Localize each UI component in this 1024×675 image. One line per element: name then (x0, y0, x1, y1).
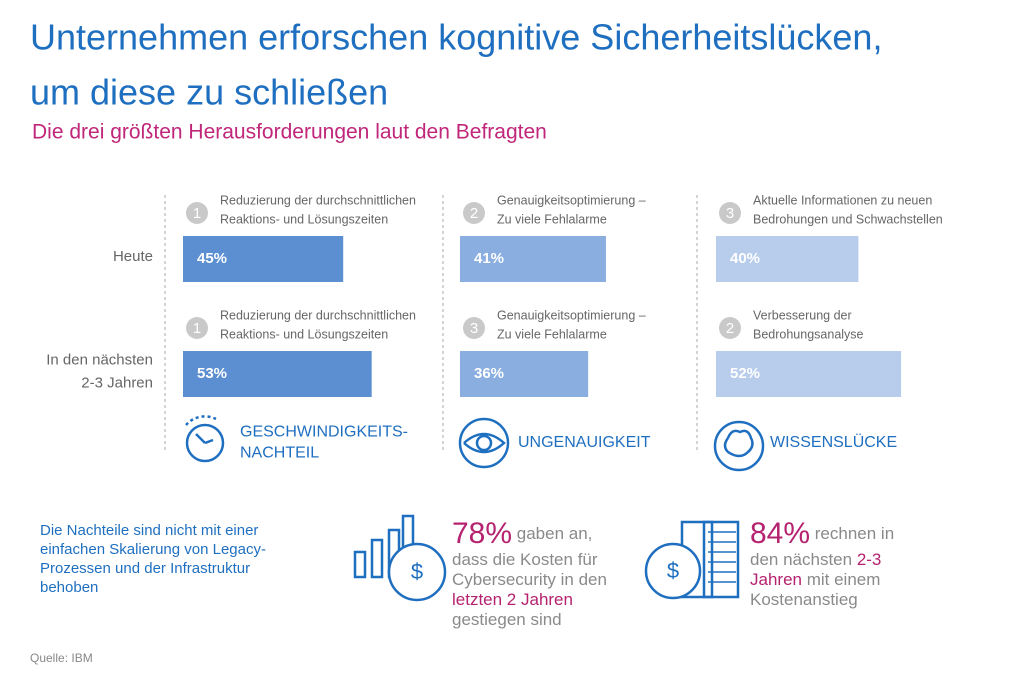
stat-segment: 78% (452, 517, 512, 550)
subtitle: Die drei größten Herausforderungen laut … (32, 121, 547, 144)
rank-number: 2 (726, 320, 734, 337)
bar (716, 351, 902, 397)
rank-number: 3 (726, 205, 734, 222)
category-label: UNGENAUIGKEIT (518, 434, 651, 451)
item-label: Reaktions- und Lösungszeiten (220, 327, 388, 341)
rank-number: 1 (193, 205, 201, 222)
title: um diese zu schließen (30, 72, 388, 113)
bar-label: 52% (730, 365, 760, 382)
rank-badge (719, 202, 741, 224)
item-label: Bedrohungen und Schwachstellen (753, 212, 943, 226)
bar-label: 36% (474, 365, 504, 382)
source: Quelle: IBM (30, 651, 93, 665)
stat-segment: 84% (750, 517, 810, 550)
item-label: Reaktions- und Lösungszeiten (220, 212, 388, 226)
bar (183, 351, 372, 397)
note: Die Nachteile sind nicht mit einer (40, 522, 258, 539)
stat-segment: gaben an, (512, 524, 592, 543)
stat-line: letzten 2 Jahren (452, 590, 573, 609)
icon-bars (353, 514, 447, 602)
title: Unternehmen erforschen kognitive Sicherh… (30, 17, 882, 58)
stat-segment: rechnen in (810, 524, 894, 543)
item-label: Genauigkeitsoptimierung – (497, 308, 646, 322)
rank-number: 2 (470, 205, 478, 222)
category-label: WISSENSLÜCKE (770, 433, 897, 451)
stat-segment: dass die Kosten für (452, 550, 598, 569)
stat-segment: Cybersecurity in den (452, 570, 607, 589)
note: behoben (40, 579, 98, 596)
stat-line: den nächsten 2-3 (750, 550, 881, 569)
bar (460, 236, 606, 282)
stat-segment: Jahren (750, 570, 802, 589)
bar (460, 351, 589, 397)
stat-line: gestiegen sind (452, 610, 562, 629)
bar-label: 45% (197, 250, 227, 267)
icon-clock (185, 415, 225, 463)
row-label: Heute (113, 248, 153, 265)
bar-label: 41% (474, 250, 504, 267)
item-label: Genauigkeitsoptimierung – (497, 193, 646, 207)
stat-segment: den nächsten (750, 550, 857, 569)
rank-number: 1 (193, 320, 201, 337)
row-label: 2-3 Jahren (81, 374, 153, 391)
stat-line: 84% rechnen in (750, 517, 894, 550)
item-label: Aktuelle Informationen zu neuen (753, 193, 932, 207)
stat-segment: letzten 2 Jahren (452, 590, 573, 609)
stat-segment: Kostenanstieg (750, 590, 858, 609)
stat-line: dass die Kosten für (452, 550, 598, 569)
item-label: Zu viele Fehlalarme (497, 327, 607, 341)
item-label: Bedrohungsanalyse (753, 327, 864, 341)
stat-line: 78% gaben an, (452, 517, 592, 550)
stat-line: Cybersecurity in den (452, 570, 607, 589)
bar (716, 236, 859, 282)
category-label: NACHTEIL (240, 445, 319, 462)
item-label: Zu viele Fehlalarme (497, 212, 607, 226)
stat-segment: 2-3 (857, 550, 882, 569)
rank-badge (719, 317, 741, 339)
note: einfachen Skalierung von Legacy- (40, 541, 266, 558)
rank-number: 3 (470, 320, 478, 337)
currency-symbol: $ (667, 558, 679, 583)
stat-segment: gestiegen sind (452, 610, 562, 629)
rank-badge (463, 317, 485, 339)
rank-badge (186, 317, 208, 339)
category-label: GESCHWINDIGKEITS- (240, 424, 408, 441)
note: Prozessen und der Infrastruktur (40, 560, 250, 577)
icon-brain (713, 420, 765, 472)
item-label: Reduzierung der durchschnittlichen (220, 308, 416, 322)
icon-building (644, 520, 740, 600)
bar-label: 53% (197, 365, 227, 382)
item-label: Verbesserung der (753, 308, 852, 322)
bar (183, 236, 344, 282)
stat-segment: mit einem (802, 570, 880, 589)
bar-label: 40% (730, 250, 760, 267)
row-label: In den nächsten (46, 351, 153, 368)
icon-eye (458, 417, 510, 469)
rank-badge (186, 202, 208, 224)
currency-symbol: $ (411, 559, 423, 584)
item-label: Reduzierung der durchschnittlichen (220, 193, 416, 207)
stat-line: Kostenanstieg (750, 590, 858, 609)
stat-line: Jahren mit einem (750, 570, 880, 589)
rank-badge (463, 202, 485, 224)
